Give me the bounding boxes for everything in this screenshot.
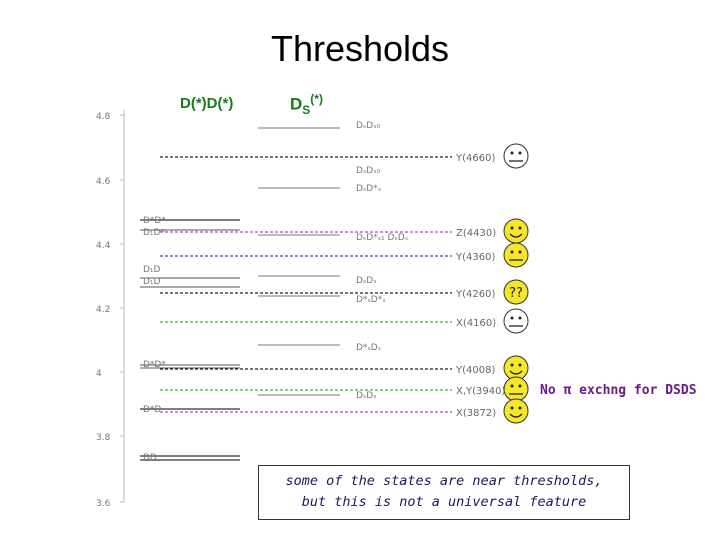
- state-label: Z(4430): [456, 228, 496, 239]
- summary-note-box: some of the states are near thresholds, …: [258, 465, 630, 520]
- dsds-label: DₛDₛ₀: [356, 166, 381, 176]
- neutral-face-icon: [503, 242, 529, 268]
- dsds-label: DₛD*ₛ₁ DₛDₛ: [356, 233, 408, 243]
- face-circle: [503, 376, 529, 402]
- dsds-column-header: DS(*): [290, 92, 323, 117]
- axis-tick-label: 4.8: [96, 112, 111, 122]
- dd-header-text: D(*)D(*): [180, 95, 234, 112]
- neutral-face-icon: [503, 143, 529, 169]
- summary-line-2: but this is not a universal feature: [301, 494, 587, 510]
- face-circle: [503, 398, 529, 424]
- face-eye: [518, 363, 522, 367]
- dsds-label: DₛDₛ: [356, 391, 377, 401]
- face-eye: [518, 316, 522, 320]
- dd-label: D₁D*: [143, 228, 165, 238]
- axis-tick-label: 4.2: [96, 305, 110, 315]
- dsds-labels: DₛDₛ₀ DₛDₛ₀ DₛD*ₛ DₛD*ₛ₁ DₛDₛ DₛDₛ D*ₛD*…: [356, 121, 408, 401]
- face-eye: [510, 384, 514, 388]
- face-circle: [503, 143, 529, 169]
- face-eye: [510, 406, 514, 410]
- dsds-label: DₛDₛ: [356, 276, 377, 286]
- face-eye: [510, 226, 514, 230]
- state-label: Y(4660): [455, 153, 495, 164]
- face-circle: [503, 218, 529, 244]
- dd-label: D*D: [143, 405, 161, 415]
- question-face-icon: ??: [503, 279, 529, 305]
- smiley-face-icon: [503, 398, 529, 424]
- dd-column-header: D(*)D(*): [180, 95, 233, 112]
- dd-labels: D*D* D₁D* D₁D D₁D D*D* D*D DD: [143, 216, 166, 463]
- face-circle: [503, 279, 529, 305]
- axis-tick-label: 3.8: [96, 433, 111, 443]
- face-mouth: [509, 233, 523, 238]
- dd-label: D*D*: [143, 360, 166, 370]
- axis-tick-label: 3.6: [96, 499, 111, 509]
- dd-threshold-lines: [140, 219, 240, 461]
- dd-label: DD: [143, 453, 157, 463]
- state-label: X(4160): [456, 318, 496, 329]
- smiley-face-icon: [503, 355, 529, 381]
- axis-ticks: 4.8 4.6 4.4 4.2 4 3.8 3.6: [96, 112, 124, 509]
- dsds-label: D*ₛD*ₛ: [356, 295, 386, 305]
- state-label: X,Y(3940): [456, 386, 505, 397]
- axis-tick-label: 4: [96, 369, 102, 379]
- axis-tick-label: 4.6: [96, 177, 111, 187]
- face-eye: [510, 151, 514, 155]
- face-circle: [503, 355, 529, 381]
- state-label: Y(4008): [455, 365, 495, 376]
- face-eye: [518, 226, 522, 230]
- face-eye: [518, 384, 522, 388]
- face-eye: [510, 316, 514, 320]
- face-circle: [503, 242, 529, 268]
- face-eye: [510, 250, 514, 254]
- axis-tick-label: 4.4: [96, 241, 111, 251]
- face-eye: [518, 151, 522, 155]
- dd-label: D₁D: [143, 265, 161, 275]
- states: Y(4660) Z(4430) Y(4360) Y(4260) ?? X(4160) Y(4…: [160, 143, 529, 424]
- face-mouth: [509, 370, 523, 375]
- neutral-face-icon: [503, 308, 529, 334]
- dsds-label: DₛD*ₛ: [356, 184, 381, 194]
- face-mouth: [509, 413, 523, 418]
- face-eye: [510, 363, 514, 367]
- dsds-header-sub: S: [302, 103, 311, 118]
- state-label: X(3872): [456, 408, 496, 419]
- slide-title: Thresholds: [270, 28, 450, 69]
- face-question-text: ??: [509, 286, 523, 301]
- state-label: Y(4260): [455, 289, 495, 300]
- dsds-label: D*ₛDₛ: [356, 343, 381, 353]
- state-label: Y(4360): [455, 252, 495, 263]
- face-circle: [503, 308, 529, 334]
- neutral-face-icon: [503, 376, 529, 402]
- dsds-label: DₛDₛ₀: [356, 121, 381, 131]
- smiley-face-icon: [503, 218, 529, 244]
- dsds-header-base: D: [290, 94, 303, 114]
- dd-label: D₁D: [143, 277, 161, 287]
- face-eye: [518, 250, 522, 254]
- summary-line-1: some of the states are near thresholds,: [285, 473, 603, 489]
- dsds-header-sup: (*): [310, 92, 323, 106]
- pi-exchange-note: No π exchng for DSDS: [540, 383, 697, 398]
- dsds-threshold-lines: [258, 127, 340, 396]
- face-eye: [518, 406, 522, 410]
- dd-label: D*D*: [143, 216, 166, 226]
